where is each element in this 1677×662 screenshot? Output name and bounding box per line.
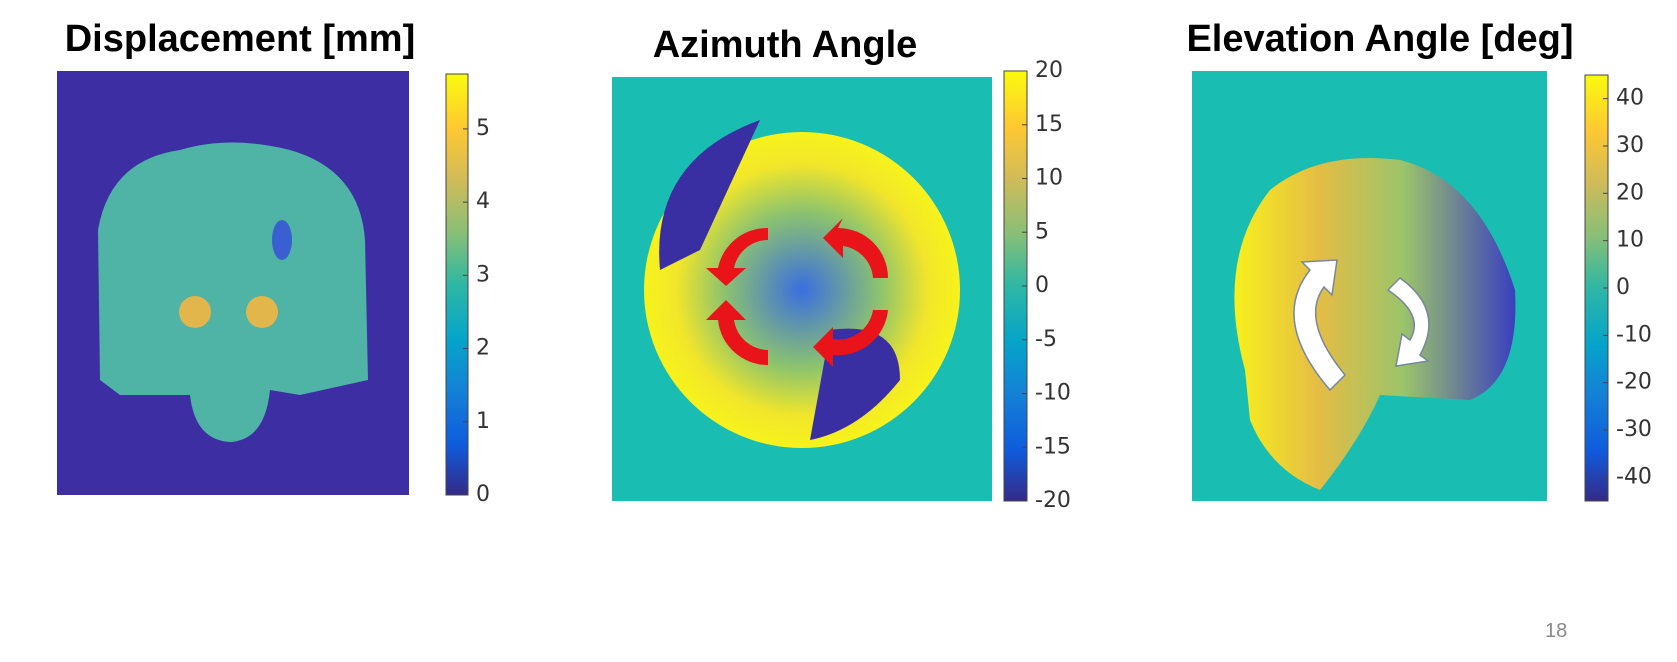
colorbar-tick-label: -10 bbox=[1035, 381, 1071, 406]
colorbar bbox=[445, 73, 469, 496]
colorbar-tick-label: -20 bbox=[1616, 370, 1652, 395]
colorbar-tick-label: 4 bbox=[476, 189, 490, 214]
page-number: 18 bbox=[1545, 620, 1568, 642]
colorbar-tick-label: -20 bbox=[1035, 488, 1071, 513]
colorbar-tick-label: -5 bbox=[1035, 327, 1057, 352]
colorbar-tick-label: 15 bbox=[1035, 112, 1063, 137]
blob bbox=[659, 120, 760, 270]
panel-title: Elevation Angle [deg] bbox=[1186, 18, 1574, 60]
colorbar-tick-label: -30 bbox=[1616, 417, 1652, 442]
colorbar-tick-label: 5 bbox=[476, 116, 490, 141]
rotation-arrows bbox=[706, 218, 888, 367]
colorbar-tick-label: -40 bbox=[1616, 464, 1652, 489]
rotation-arrows bbox=[1293, 259, 1430, 392]
panel-title: Displacement [mm] bbox=[64, 18, 416, 60]
colorbar-tick-label: 30 bbox=[1616, 133, 1644, 158]
colorbar-tick-label: 20 bbox=[1035, 58, 1063, 83]
colorbar-tick-label: 0 bbox=[1035, 273, 1049, 298]
colorbar-tick-label: 3 bbox=[476, 262, 490, 287]
brain-map bbox=[1234, 158, 1516, 490]
colorbar-tick-label: 10 bbox=[1616, 228, 1644, 253]
colorbar-tick-label: -10 bbox=[1616, 322, 1652, 347]
blob bbox=[272, 220, 292, 260]
colorbar-tick-label: 5 bbox=[1035, 219, 1049, 244]
colorbar-tick-label: 1 bbox=[476, 409, 490, 434]
blob bbox=[246, 296, 278, 328]
colorbar-tick-label: 0 bbox=[1616, 275, 1630, 300]
brain-map bbox=[98, 142, 368, 442]
colorbar-tick-label: 40 bbox=[1616, 86, 1644, 111]
colorbar-tick-label: 10 bbox=[1035, 166, 1063, 191]
colorbar-tick-label: 0 bbox=[476, 482, 490, 507]
colorbar-tick-label: -15 bbox=[1035, 434, 1071, 459]
colorbar-tick-label: 2 bbox=[476, 336, 490, 361]
colorbar-tick-label: 20 bbox=[1616, 180, 1644, 205]
blob bbox=[179, 296, 211, 328]
